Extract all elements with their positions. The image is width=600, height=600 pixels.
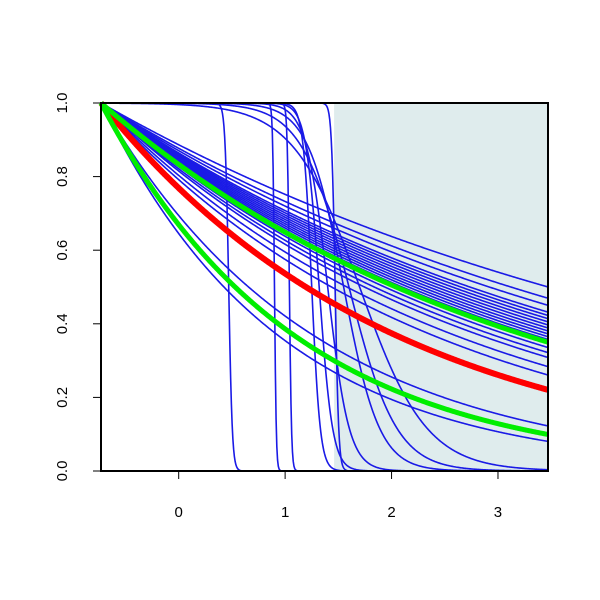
green-curves-layer xyxy=(98,101,549,437)
x-tick-label: 1 xyxy=(281,504,289,521)
blue-curve-exp-17 xyxy=(100,102,549,368)
blue-curve-exp-0 xyxy=(100,102,549,288)
y-axis: 0.0 0.2 0.4 0.6 0.8 1.0 xyxy=(54,93,102,482)
y-tick-label: 0.8 xyxy=(54,166,71,187)
y-tick-label: 0.0 xyxy=(54,461,71,482)
blue-curve-exp-7 xyxy=(100,102,549,326)
blue-curve-exp-8 xyxy=(100,102,549,329)
blue-curve-exp-1 xyxy=(100,102,549,299)
y-tick-label: 0.2 xyxy=(54,387,71,408)
x-tick-label: 3 xyxy=(494,504,502,521)
y-tick-label: 1.0 xyxy=(54,93,71,114)
red-curve-layer xyxy=(98,101,549,393)
x-axis: 0 1 2 3 xyxy=(175,470,502,521)
blue-curve-exp-16 xyxy=(100,102,549,359)
x-tick-label: 2 xyxy=(387,504,395,521)
red-curve xyxy=(98,101,549,393)
y-tick-label: 0.4 xyxy=(54,313,71,334)
blue-curve-exp-19 xyxy=(100,102,549,427)
blue-curve-step-9 xyxy=(100,102,549,471)
blue-curve-exp-18 xyxy=(100,102,549,376)
y-tick-label: 0.6 xyxy=(54,240,71,261)
blue-curve-exp-2 xyxy=(100,102,549,307)
green-curve-1 xyxy=(98,101,549,437)
blue-curve-exp-6 xyxy=(100,102,549,323)
blue-curve-exp-5 xyxy=(100,102,549,320)
blue-curve-exp-9 xyxy=(100,102,549,332)
green-curve-0 xyxy=(99,101,549,345)
blue-curve-exp-3 xyxy=(100,102,549,313)
blue-curve-exp-20 xyxy=(100,102,549,443)
blue-curve-exp-10 xyxy=(100,102,549,335)
blue-curve-exp-4 xyxy=(100,102,549,317)
x-tick-label: 0 xyxy=(175,504,183,521)
